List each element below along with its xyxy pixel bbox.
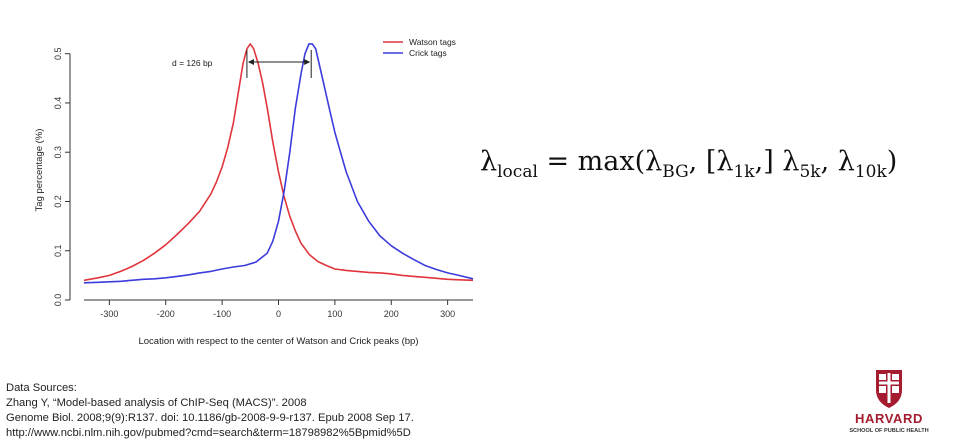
subscript-5k: 5k <box>799 162 821 182</box>
lambda-symbol: λ <box>782 146 800 177</box>
harvard-shield-icon <box>876 370 902 408</box>
subscript-10k: 10k <box>854 162 887 182</box>
x-axis: -300 -200 -100 0 100 200 300 <box>100 300 455 319</box>
y-tick-label: 0.0 <box>53 294 63 307</box>
formula-separator: ,] <box>754 146 783 177</box>
lambda-symbol: λ <box>480 146 498 177</box>
x-tick-label: -100 <box>213 309 231 319</box>
y-tick-label: 0.2 <box>53 195 63 208</box>
subscript-bg: BG <box>662 162 689 182</box>
formula-close-paren: ) <box>886 146 898 177</box>
data-sources: Data Sources: Zhang Y, “Model-based anal… <box>6 381 414 441</box>
sources-heading: Data Sources: <box>6 382 77 394</box>
series-line-crick <box>83 43 474 284</box>
subscript-local: local <box>497 162 538 182</box>
y-axis-label: Tag percentage (%) <box>34 129 45 212</box>
source-url[interactable]: http://www.ncbi.nlm.nih.gov/pubmed?cmd=s… <box>6 427 411 439</box>
x-tick-label: 200 <box>384 309 399 319</box>
x-tick-label: 100 <box>327 309 342 319</box>
lambda-symbol: λ <box>645 146 663 177</box>
x-tick-label: -200 <box>157 309 175 319</box>
source-journal: Genome Biol. 2008;9(9):R137. doi: 10.118… <box>6 412 414 424</box>
y-tick-label: 0.4 <box>53 97 63 110</box>
subscript-1k: 1k <box>733 162 755 182</box>
x-axis-label: Location with respect to the center of W… <box>138 336 418 347</box>
peak-distance-annotation: d = 126 bp <box>172 50 312 78</box>
logo-subtitle: SCHOOL OF PUBLIC HEALTH <box>849 428 929 434</box>
formula-equals-max: = max( <box>537 146 646 177</box>
y-tick-label: 0.3 <box>53 146 63 159</box>
lambda-symbol: λ <box>716 146 734 177</box>
series-layer <box>83 43 474 284</box>
logo-wordmark: HARVARD <box>854 411 923 426</box>
formula-separator: , [ <box>688 146 717 177</box>
x-tick-label: 300 <box>440 309 455 319</box>
y-tick-label: 0.5 <box>53 47 63 60</box>
annotation-arrowhead-left <box>247 59 254 65</box>
harvard-logo: HARVARD SCHOOL OF PUBLIC HEALTH <box>834 366 958 448</box>
formula-separator: , <box>820 146 838 177</box>
legend-label-watson: Watson tags <box>409 37 456 47</box>
y-axis: 0.0 0.1 0.2 0.3 0.4 0.5 <box>53 47 71 307</box>
lambda-symbol: λ <box>837 146 855 177</box>
series-line-watson <box>83 43 474 282</box>
annotation-arrowhead-right <box>304 59 311 65</box>
source-citation: Zhang Y, “Model-based analysis of ChIP-S… <box>6 397 307 409</box>
y-tick-label: 0.1 <box>53 244 63 257</box>
annotation-label: d = 126 bp <box>172 58 213 68</box>
x-tick-label: 0 <box>276 309 281 319</box>
x-tick-label: -300 <box>100 309 118 319</box>
legend-label-crick: Crick tags <box>409 48 447 58</box>
lambda-local-formula: λlocal = max(λBG, [λ1k,] λ5k, λ10k) <box>480 146 898 181</box>
